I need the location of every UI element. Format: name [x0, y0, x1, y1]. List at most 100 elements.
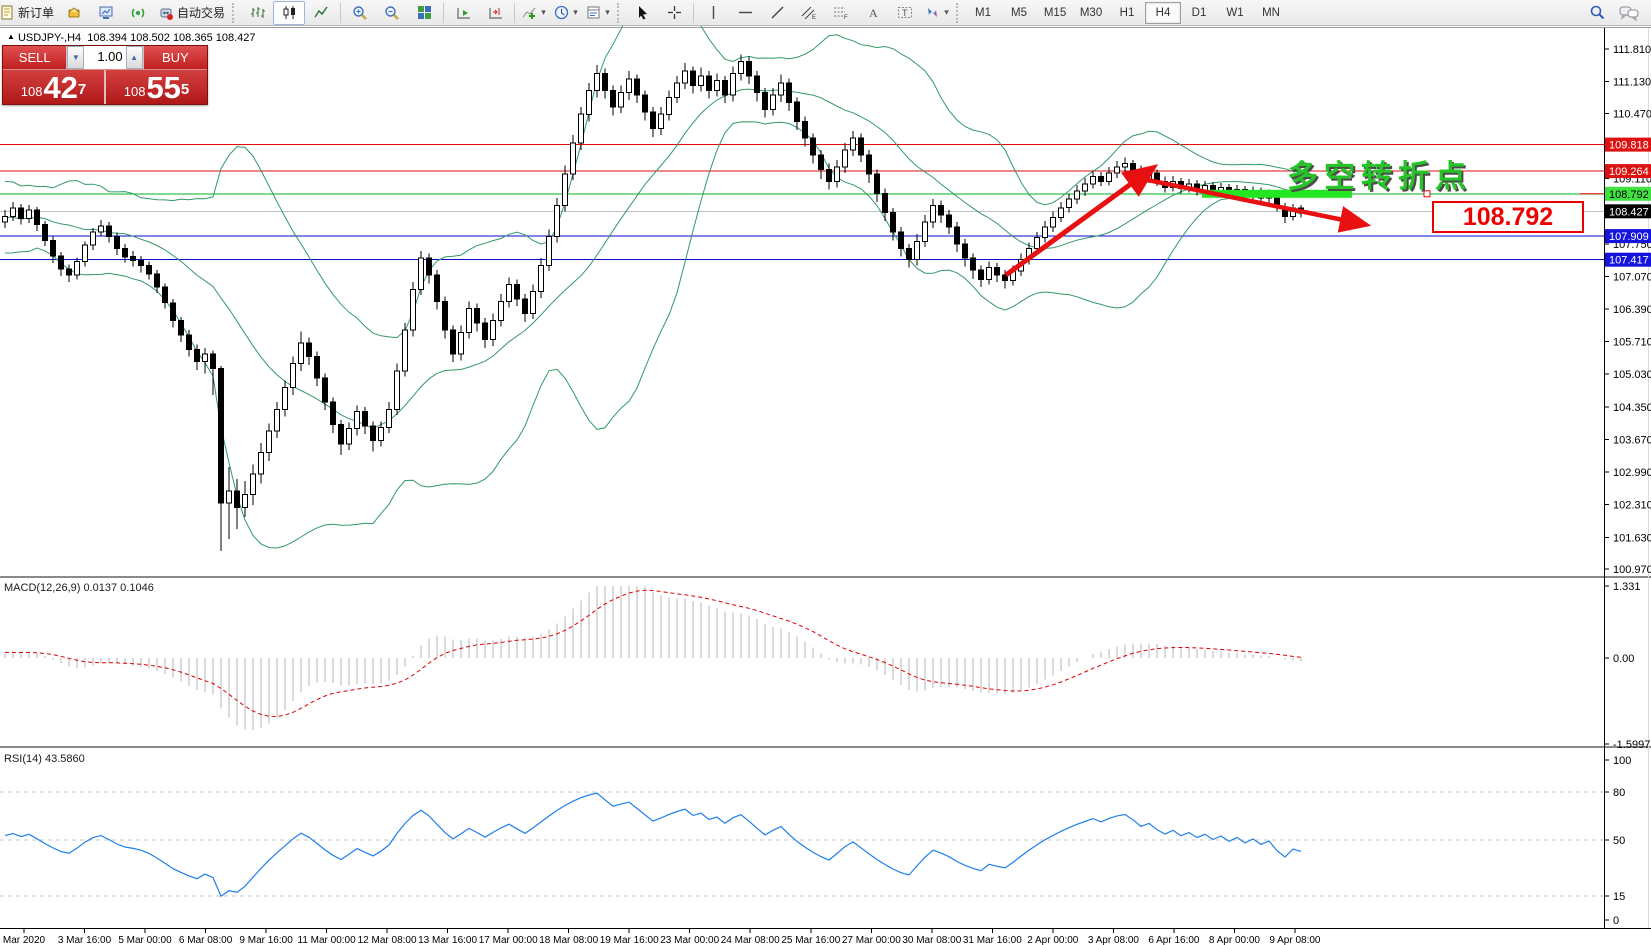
new-order-label: 新订单: [18, 6, 55, 20]
volume-decrease-button[interactable]: ▼: [67, 46, 85, 69]
crosshair-icon: [667, 6, 681, 19]
templates-icon: [587, 6, 600, 19]
svg-text:107.070: 107.070: [1613, 271, 1651, 283]
indicators-button[interactable]: ▾: [518, 1, 550, 25]
auto-scroll-button[interactable]: [447, 1, 479, 25]
svg-text:5 Mar 00:00: 5 Mar 00:00: [118, 935, 172, 945]
signals-button[interactable]: [122, 1, 154, 25]
text-label-icon: T: [898, 7, 913, 18]
svg-text:101.630: 101.630: [1613, 532, 1651, 544]
zoom-out-button[interactable]: [376, 1, 408, 25]
svg-text:24 Mar 08:00: 24 Mar 08:00: [721, 935, 780, 945]
volume-input[interactable]: 1.00: [97, 49, 123, 64]
buy-price[interactable]: 108 55 5: [106, 70, 207, 104]
crosshair-button[interactable]: [658, 1, 690, 25]
trendline-button[interactable]: [761, 1, 793, 25]
svg-text:31 Mar 16:00: 31 Mar 16:00: [963, 935, 1022, 945]
toolbar-grip: [617, 2, 623, 23]
autotrading-label: 自动交易: [177, 6, 226, 20]
market-button[interactable]: [58, 1, 90, 25]
sell-button[interactable]: SELL: [3, 46, 67, 69]
svg-text:111.810: 111.810: [1613, 44, 1651, 56]
sell-price[interactable]: 108 42 7: [3, 70, 106, 104]
tab-timeframe-m1[interactable]: M1: [975, 6, 992, 19]
tab-timeframe-m15[interactable]: M15: [1043, 6, 1067, 19]
cursor-button[interactable]: [626, 1, 658, 25]
tab-timeframe-m30[interactable]: M30: [1079, 6, 1103, 19]
one-click-trading-panel: SELL ▼ 1.00 ▲ BUY 108 42 7 108 55 5: [2, 45, 208, 105]
chevron-down-icon: ▾: [944, 7, 949, 17]
svg-text:6 Apr 16:00: 6 Apr 16:00: [1148, 935, 1200, 945]
svg-text:80: 80: [1613, 787, 1625, 799]
svg-text:8 Apr 00:00: 8 Apr 00:00: [1209, 935, 1261, 945]
arrows-button[interactable]: ▾: [921, 1, 953, 25]
svg-text:107.909: 107.909: [1609, 231, 1649, 243]
tab-timeframe-d1[interactable]: D1: [1191, 6, 1207, 19]
buy-button[interactable]: BUY: [143, 46, 207, 69]
turning-point-annotation: 多空转折点: [1287, 159, 1472, 194]
arrows-icon: [928, 8, 938, 17]
svg-text:2 Apr 00:00: 2 Apr 00:00: [1027, 935, 1079, 945]
bar-chart-button[interactable]: [241, 1, 273, 25]
chat-button[interactable]: [1613, 1, 1645, 25]
svg-text:T: T: [902, 8, 908, 18]
svg-text:100.970: 100.970: [1613, 564, 1651, 576]
tab-timeframe-h4[interactable]: H4: [1145, 1, 1182, 24]
search-icon: [1590, 5, 1604, 20]
cursor-icon: [638, 6, 647, 20]
zoom-out-icon: [385, 5, 399, 20]
text-button[interactable]: A: [857, 1, 889, 25]
auto-scroll-icon: [456, 8, 470, 19]
sell-price-pip: 7: [77, 81, 87, 98]
buy-price-base: 108: [123, 84, 146, 99]
market-icon: [68, 6, 80, 17]
svg-text:13 Mar 16:00: 13 Mar 16:00: [418, 935, 477, 945]
chart-shift-button[interactable]: [479, 1, 511, 25]
svg-text:3 Mar 16:00: 3 Mar 16:00: [58, 935, 112, 945]
vertical-line-button[interactable]: [697, 1, 729, 25]
line-chart-button[interactable]: [305, 1, 337, 25]
volume-increase-button[interactable]: ▲: [125, 46, 143, 69]
text-icon: A: [869, 6, 878, 20]
horizontal-line-button[interactable]: [729, 1, 761, 25]
periods-icon: [555, 5, 569, 20]
svg-text:18 Mar 08:00: 18 Mar 08:00: [539, 935, 598, 945]
svg-text:9 Apr 08:00: 9 Apr 08:00: [1269, 935, 1321, 945]
text-label-button[interactable]: T: [889, 1, 921, 25]
collapse-arrow-icon[interactable]: ▲: [7, 32, 15, 41]
fibonacci-button[interactable]: F: [825, 1, 857, 25]
chevron-down-icon: ▾: [541, 7, 546, 17]
periods-button[interactable]: ▾: [550, 1, 582, 25]
autotrading-button[interactable]: 自动交易: [154, 1, 229, 25]
channel-button[interactable]: E: [793, 1, 825, 25]
zoom-in-icon: [353, 5, 367, 20]
tab-timeframe-mn[interactable]: MN: [1262, 6, 1280, 19]
sell-price-base: 108: [20, 84, 43, 99]
tab-timeframe-m5[interactable]: M5: [1011, 6, 1028, 19]
ohlc-close: 108.427: [215, 32, 256, 44]
svg-text:0.00: 0.00: [1613, 653, 1634, 665]
svg-text:6 Mar 08:00: 6 Mar 08:00: [179, 935, 233, 945]
svg-text:Mar 2020: Mar 2020: [3, 935, 46, 945]
toolbar-separator: [693, 2, 695, 23]
terminal-button[interactable]: [90, 1, 122, 25]
fibonacci-icon: F: [834, 7, 848, 20]
zoom-in-button[interactable]: [344, 1, 376, 25]
search-button[interactable]: [1581, 1, 1613, 25]
svg-text:11 Mar 00:00: 11 Mar 00:00: [298, 935, 357, 945]
candlestick-button[interactable]: [273, 0, 306, 25]
tab-timeframe-h1[interactable]: H1: [1119, 6, 1135, 19]
tile-windows-button[interactable]: [408, 1, 440, 25]
toolbar-separator: [514, 2, 516, 23]
tab-timeframe-w1[interactable]: W1: [1226, 6, 1244, 19]
svg-text:15: 15: [1613, 891, 1625, 903]
svg-text:23 Mar 00:00: 23 Mar 00:00: [660, 935, 719, 945]
new-order-button[interactable]: 新订单: [0, 1, 58, 25]
toolbar-separator: [443, 2, 445, 23]
ohlc-high: 108.502: [130, 32, 170, 44]
templates-button[interactable]: ▾: [582, 1, 614, 25]
chevron-down-icon: ▾: [573, 7, 578, 17]
